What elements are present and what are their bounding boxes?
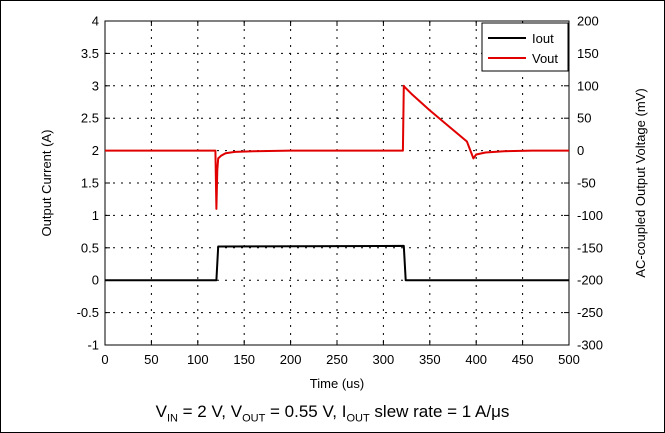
- x-tick-label: 50: [144, 352, 158, 367]
- x-tick-label: 500: [558, 352, 580, 367]
- series: [105, 84, 569, 282]
- y2-tick-label: -300: [577, 338, 603, 353]
- y2-tick-label: 200: [577, 14, 599, 29]
- y2-tick-label: 150: [577, 46, 599, 61]
- y2-tick-label: 0: [577, 143, 584, 158]
- y2-tick-label: -50: [577, 176, 596, 191]
- caption-vout-value: = 0.55 V,: [265, 402, 342, 421]
- x-tick-label: 400: [465, 352, 487, 367]
- y2-axis-label: AC-coupled Output Voltage (mV): [633, 88, 648, 277]
- x-tick-label: 150: [233, 352, 255, 367]
- caption-vin-sub: IN: [166, 412, 178, 425]
- legend-label-iout: Iout: [532, 31, 554, 46]
- x-tick-label: 0: [101, 352, 108, 367]
- x-tick-label: 450: [512, 352, 534, 367]
- series-line-iout: [105, 244, 569, 282]
- caption-iout-sub: OUT: [346, 412, 370, 425]
- y2-tick-label: 50: [577, 111, 591, 126]
- y-tick-label: 2.5: [81, 111, 99, 126]
- y-tick-label: 0.5: [81, 240, 99, 255]
- y-tick-label: 3: [92, 78, 99, 93]
- x-tick-label: 200: [280, 352, 302, 367]
- caption-iout-value: slew rate = 1 A/μs: [369, 402, 510, 421]
- caption-vin-var: V: [155, 402, 167, 421]
- grid: [105, 21, 569, 345]
- caption-vout-sub: OUT: [242, 412, 266, 425]
- y2-tick-label: 100: [577, 78, 599, 93]
- x-tick-label: 300: [373, 352, 395, 367]
- chart-svg: 0 50 100 150 200 250 300 350 400 450 500-1-0.500.5…: [39, 14, 648, 392]
- y2-tick-label: -200: [577, 273, 603, 288]
- y-axis-label: Output Current (A): [39, 130, 54, 237]
- x-tick-label: 250: [326, 352, 348, 367]
- y2-tick-label: -100: [577, 208, 603, 223]
- y-tick-label: -1: [87, 338, 99, 353]
- y-tick-label: 3.5: [81, 46, 99, 61]
- legend-box: [481, 22, 569, 72]
- y2-tick-label: -150: [577, 240, 603, 255]
- y-tick-label: 0: [92, 273, 99, 288]
- x-tick-label: 350: [419, 352, 441, 367]
- caption-iout-var: I: [341, 402, 347, 421]
- y-tick-label: 4: [92, 14, 99, 29]
- series-line-vout: [105, 84, 569, 210]
- y2-tick-label: -250: [577, 305, 603, 320]
- y-tick-label: -0.5: [77, 305, 99, 320]
- x-tick-label: 100: [187, 352, 209, 367]
- caption-vin-value: = 2 V,: [177, 402, 231, 421]
- x-axis-label: Time (us): [310, 376, 364, 391]
- chart-caption: VIN = 2 V, VOUT = 0.55 V, IOUT slew rate…: [1, 402, 664, 424]
- y-tick-label: 1.5: [81, 176, 99, 191]
- legend: Iout Vout: [481, 22, 569, 72]
- caption-vout-var: V: [230, 402, 243, 421]
- axis-ticks: 0 50 100 150 200 250 300 350 400 450 500-1-0.500.5…: [77, 14, 603, 368]
- legend-label-vout: Vout: [532, 51, 558, 66]
- y-tick-label: 1: [92, 208, 99, 223]
- y-tick-label: 2: [92, 143, 99, 158]
